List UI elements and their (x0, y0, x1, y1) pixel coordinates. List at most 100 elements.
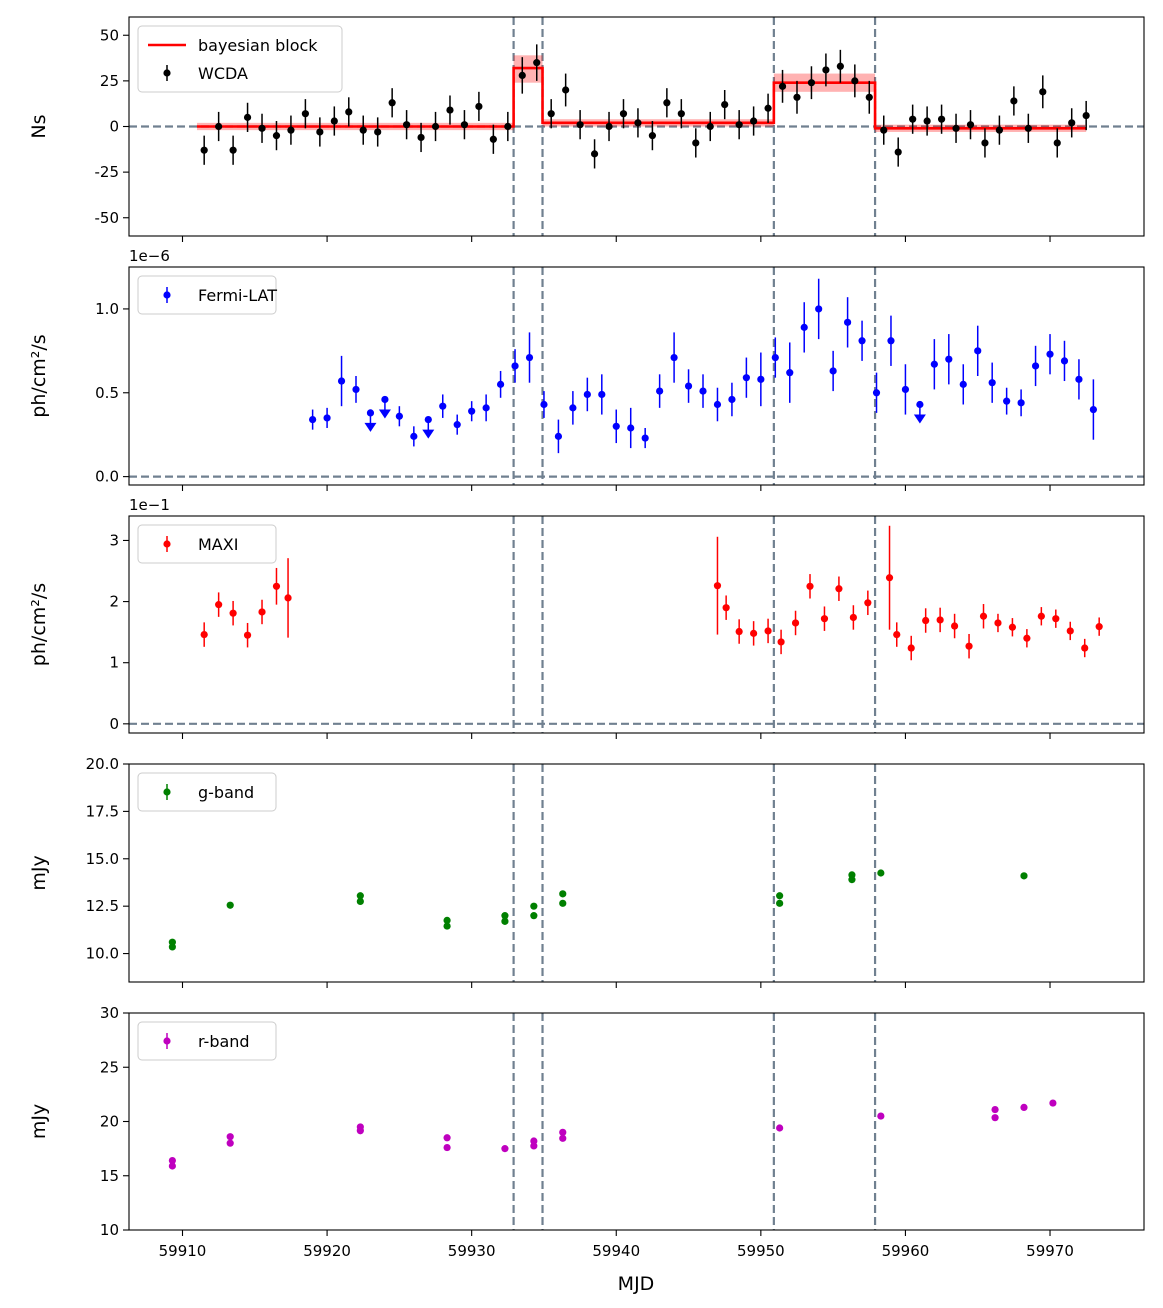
data-point (991, 1114, 999, 1122)
data-point (776, 899, 784, 907)
data-point (554, 432, 563, 440)
data-point (988, 379, 996, 387)
upper-limit-arrow (913, 414, 926, 424)
legend-marker-swatch (163, 1037, 171, 1045)
data-point (648, 132, 657, 140)
data-point (352, 385, 360, 394)
data-point (395, 412, 403, 420)
legend: Fermi-LAT (137, 275, 277, 315)
data-point (496, 380, 505, 388)
y-tick-label: 0.0 (95, 468, 119, 486)
y-tick-label: 10.0 (86, 945, 119, 963)
y-tick-label: 1 (109, 654, 119, 672)
plot-area (129, 17, 1144, 236)
data-point (215, 122, 223, 131)
y-tick-label: 2 (109, 593, 119, 611)
data-point (1049, 1099, 1057, 1107)
data-point (880, 126, 888, 134)
data-point (1037, 612, 1045, 620)
data-point (1066, 627, 1074, 635)
panel-wcda: -50 -25 0 25 50 Ns bayesian block WCDA (28, 16, 1145, 242)
bayesian-block-line (196, 66, 1087, 130)
data-point (728, 395, 736, 404)
data-point (735, 627, 743, 636)
legend-label: bayesian block (198, 36, 318, 55)
legend: r-band (137, 1021, 277, 1061)
data-point (417, 133, 425, 142)
data-point (994, 619, 1002, 627)
data-point (309, 416, 317, 424)
data-point (337, 377, 346, 385)
data-point (359, 126, 367, 134)
data-point (330, 117, 338, 125)
data-point (1082, 111, 1090, 120)
y-tick-label: -25 (95, 163, 120, 181)
data-point (848, 876, 856, 884)
data-point (229, 609, 237, 617)
x-tick-label: 59920 (303, 1242, 351, 1260)
data-point (168, 1156, 176, 1165)
data-point (619, 110, 628, 118)
data-point (439, 402, 447, 410)
data-point (907, 644, 915, 652)
x-tick-label: 59930 (448, 1242, 496, 1260)
legend: g-band (137, 772, 277, 812)
plot-area (129, 516, 1144, 733)
data-point (1095, 623, 1103, 631)
y-tick-label: 1.0 (95, 300, 119, 318)
data-point (356, 897, 364, 906)
axes-frame (128, 1012, 1145, 1231)
data-point (323, 414, 331, 422)
legend-marker-swatch (163, 69, 171, 77)
data-point (284, 594, 292, 602)
data-point (243, 113, 252, 121)
data-point (443, 916, 451, 924)
data-point (771, 353, 779, 362)
data-point (482, 404, 490, 412)
data-point (1060, 357, 1069, 365)
data-point (663, 99, 671, 107)
data-point (1024, 124, 1032, 132)
data-point (366, 409, 375, 417)
data-point (388, 99, 396, 107)
axes-frame (128, 266, 1145, 486)
data-point (258, 608, 266, 616)
data-point (316, 128, 324, 136)
data-point (843, 318, 852, 326)
data-point (952, 124, 960, 132)
data-point (356, 1127, 364, 1135)
data-point (1039, 88, 1047, 96)
data-point (786, 369, 794, 377)
data-point (922, 616, 930, 625)
panel-rband: 59910 59920 59930 59940 59950 59960 59970 10 15 2… (28, 1004, 1145, 1260)
data-point (627, 424, 635, 432)
plot-area (168, 764, 1028, 982)
y-tick-label: 17.5 (86, 802, 119, 820)
y-tick-label: 10 (100, 1221, 119, 1239)
data-point (443, 922, 451, 930)
data-point (1081, 644, 1089, 652)
data-point (820, 615, 829, 623)
data-point (706, 122, 714, 131)
data-point (612, 422, 620, 430)
data-point (518, 71, 526, 79)
data-point (791, 619, 800, 627)
data-point (1003, 397, 1011, 405)
data-point (713, 582, 722, 590)
y-axis-label: Ns (28, 114, 50, 138)
y-axis-label: ph/cm²/s (28, 583, 50, 666)
data-point (489, 135, 497, 143)
data-point (722, 604, 730, 612)
data-point (1010, 97, 1018, 105)
data-point (431, 122, 440, 131)
x-tick-label: 59940 (592, 1242, 640, 1260)
data-point (569, 404, 577, 412)
data-point (525, 353, 534, 362)
data-point (634, 119, 642, 127)
data-point (598, 390, 606, 399)
data-point (995, 126, 1004, 134)
y-axis-label: ph/cm²/s (28, 334, 50, 417)
axis-offset-text: 1e−6 (129, 247, 170, 265)
data-point (916, 400, 924, 409)
y-tick-label: 30 (100, 1004, 119, 1022)
